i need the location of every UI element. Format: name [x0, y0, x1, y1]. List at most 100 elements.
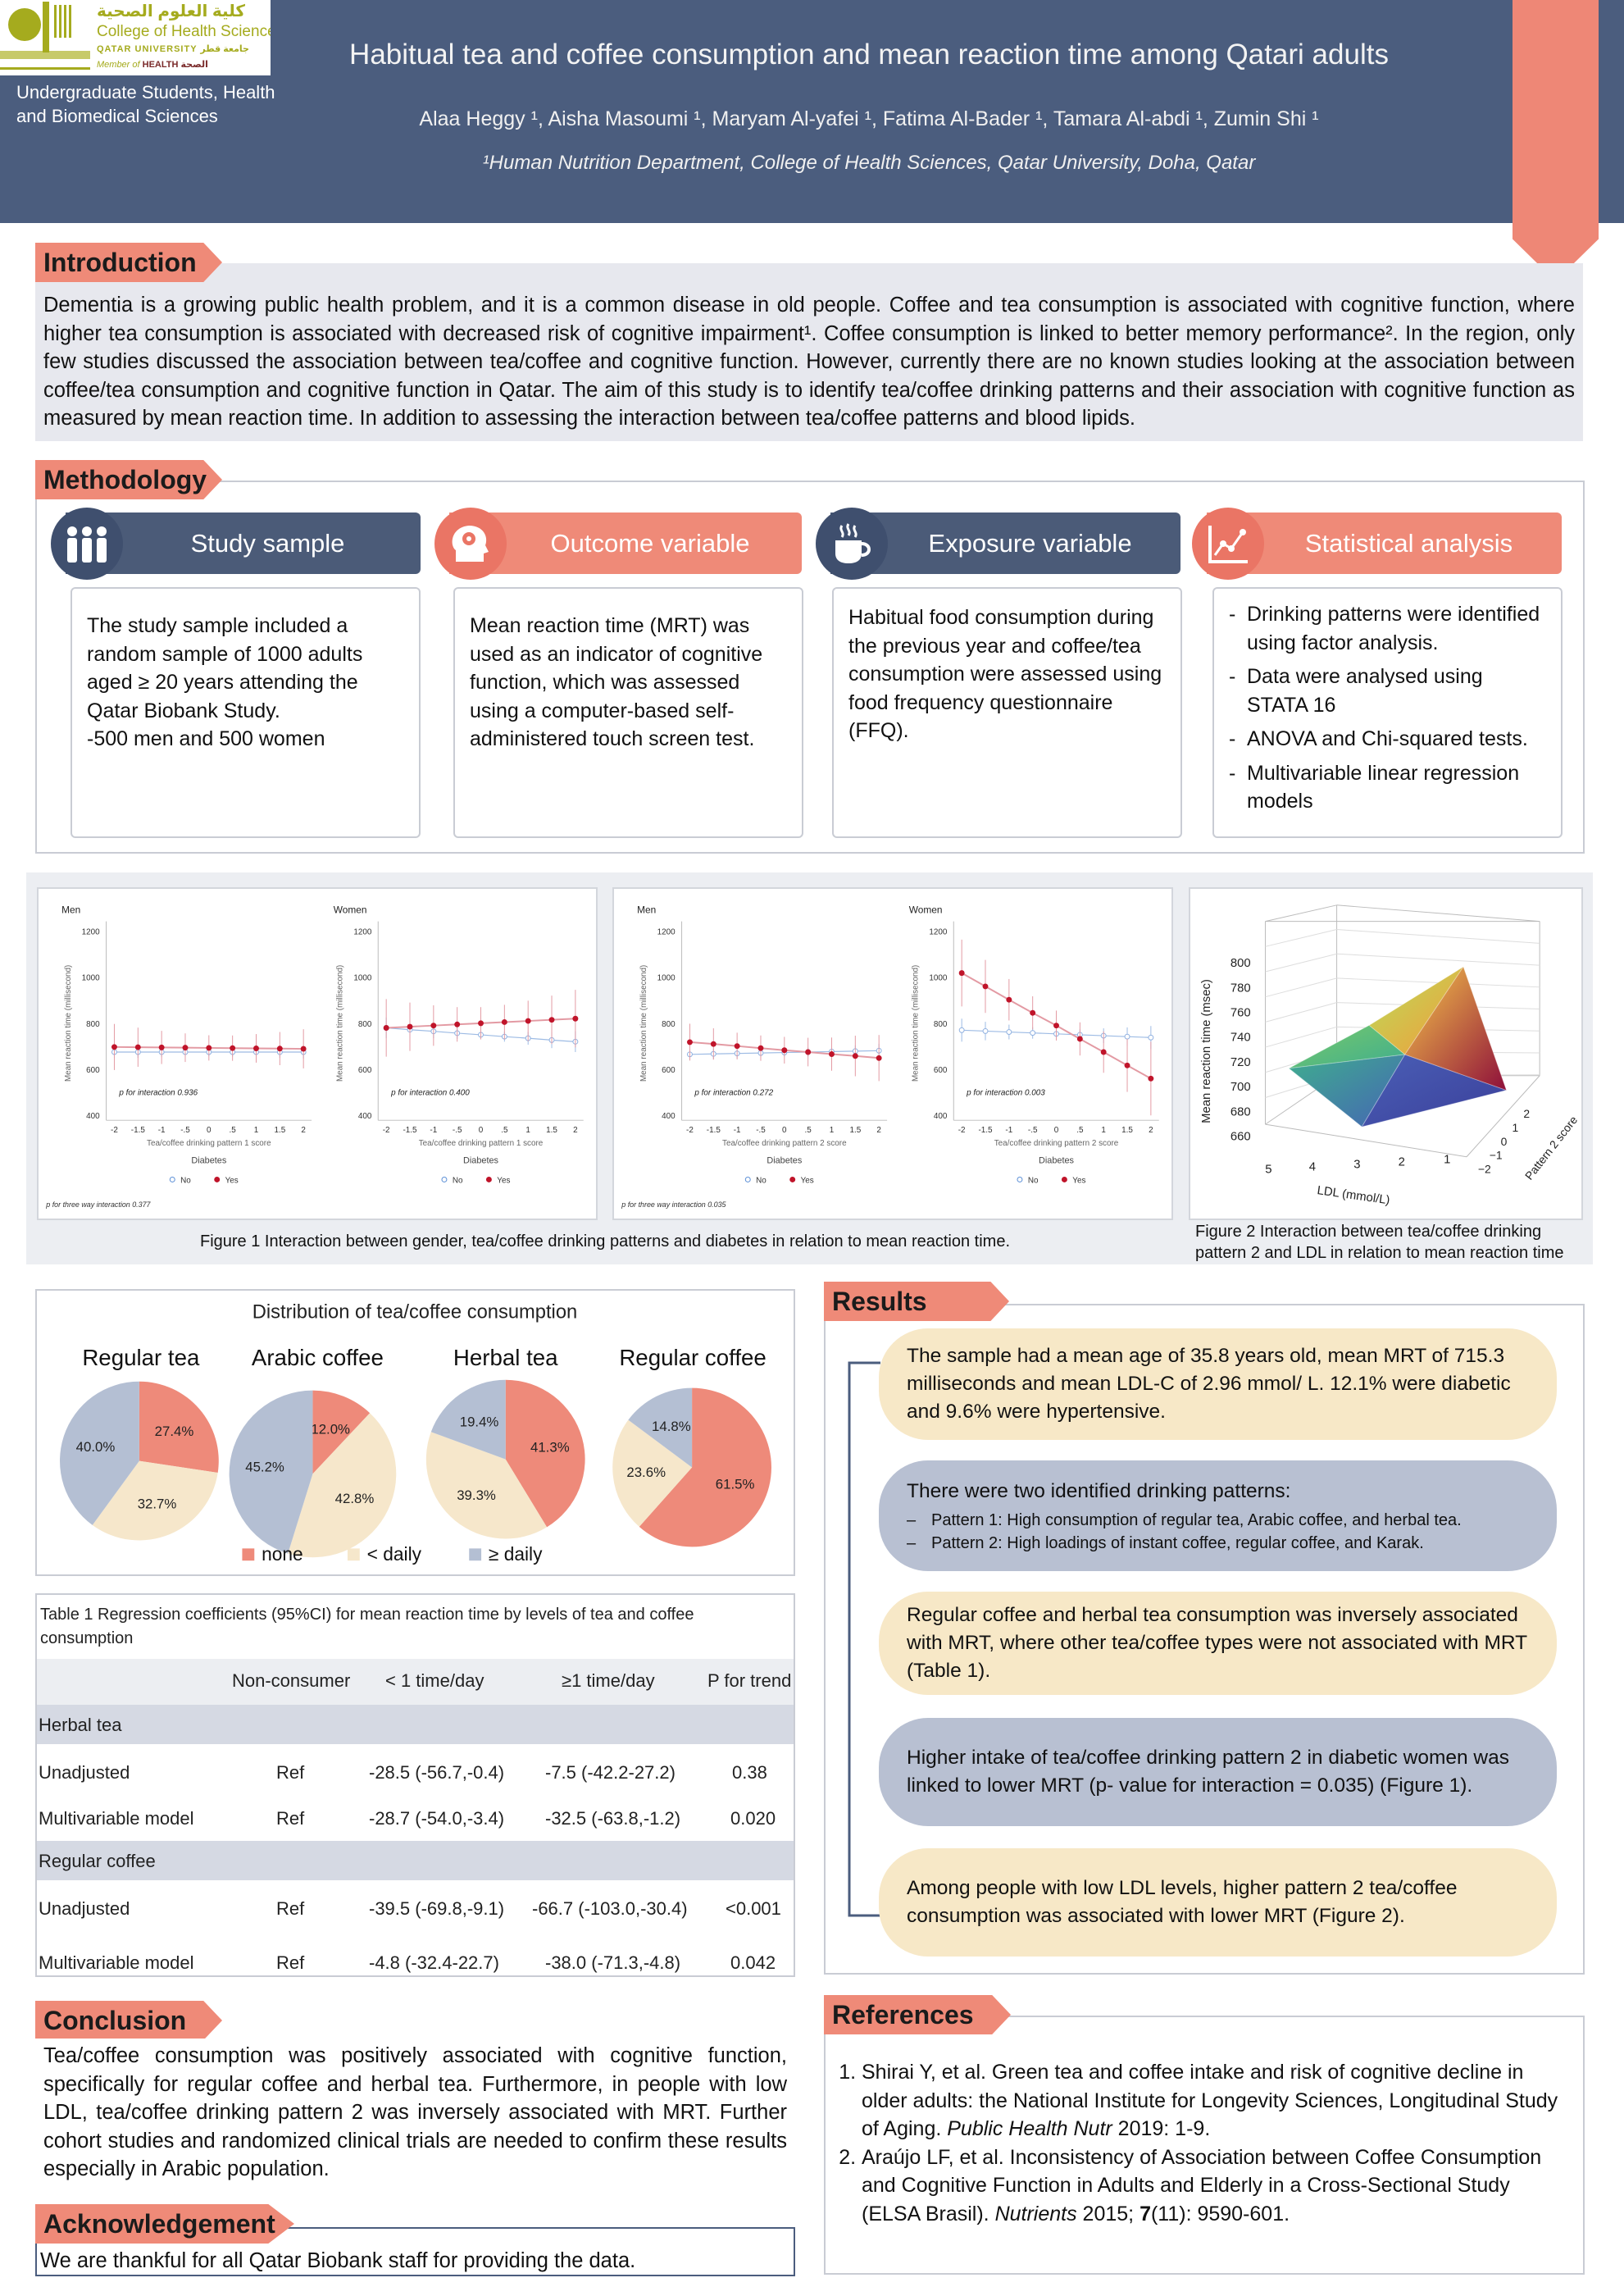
subplot-title: Women: [334, 904, 367, 916]
result-item: Among people with low LDL levels, higher…: [879, 1848, 1557, 1957]
y-tick-label: 0: [1501, 1135, 1508, 1148]
legend-yes-label: Yes: [1072, 1176, 1085, 1185]
y-tick-label: 400: [662, 1112, 676, 1121]
x-tick-label: -.5: [1028, 1126, 1038, 1135]
grid-line: [1336, 953, 1540, 966]
pie-data-label: 12.0%: [311, 1421, 350, 1437]
logo-arabic-text: كلية العلوم الصحية: [97, 2, 245, 20]
pie-data-label: 45.2%: [245, 1459, 284, 1474]
legend-no-label: No: [453, 1176, 463, 1185]
x-tick-label: -1.5: [978, 1126, 993, 1135]
line-chart-icon: [1192, 508, 1264, 580]
z-tick-label: 780: [1231, 982, 1251, 995]
pie-slice: [229, 1390, 313, 1554]
data-point-yes: [111, 1044, 117, 1050]
data-point-yes: [572, 1015, 579, 1022]
data-point-yes: [958, 970, 965, 977]
legend-yes-marker: [1061, 1177, 1067, 1182]
data-point-yes: [876, 1055, 882, 1061]
logo-english-text: College of Health Sciences: [97, 23, 271, 40]
result-item: Regular coffee and herbal tea consumptio…: [879, 1592, 1557, 1695]
result-item: There were two identified drinking patte…: [879, 1460, 1557, 1571]
cell: -32.5 (-63.8,-1.2): [545, 1808, 681, 1829]
data-point-yes: [276, 1046, 283, 1052]
result-item: Higher intake of tea/coffee drinking pat…: [879, 1718, 1557, 1826]
y-tick-label: 400: [358, 1112, 372, 1121]
data-point-yes: [253, 1046, 259, 1051]
x-axis-label: Tea/coffee drinking pattern 1 score: [419, 1139, 544, 1148]
pie-title: Herbal tea: [453, 1345, 558, 1370]
data-point-yes: [1124, 1062, 1130, 1068]
x-tick-label: 1: [525, 1126, 530, 1135]
legend-title: Diabetes: [767, 1156, 802, 1166]
x-tick-label: 5: [1265, 1164, 1271, 1177]
y-tick-label: 1200: [353, 927, 372, 936]
legend-label: ≥ daily: [489, 1543, 543, 1565]
y-tick-label: 1200: [929, 927, 948, 936]
legend-yes-label: Yes: [497, 1176, 510, 1185]
data-point-yes: [478, 1020, 484, 1027]
x-tick-label: -1: [430, 1126, 437, 1135]
pie-slice: [505, 1379, 585, 1528]
data-point-no: [1124, 1033, 1130, 1040]
logo-emblem-icon: [0, 2, 90, 70]
legend-title: Diabetes: [191, 1156, 226, 1166]
y-axis-label: Mean reaction time (millisecond): [912, 965, 921, 1082]
col-header: ≥1 time/day: [562, 1670, 655, 1691]
x-tick-label: 1: [1101, 1126, 1106, 1135]
cell: <0.001: [726, 1898, 781, 1919]
data-point-no: [958, 1027, 965, 1033]
pie-slice: [92, 1460, 218, 1541]
regression-table: Table 1 Regression coefficients (95%CI) …: [35, 1593, 795, 1977]
card-body: The study sample included a random sampl…: [71, 587, 421, 838]
x-tick-label: 1.5: [546, 1126, 557, 1135]
y-tick-label: 800: [358, 1020, 372, 1029]
results-bracket: [848, 1361, 880, 1917]
x-tick-label: .5: [805, 1126, 812, 1135]
cell: 0.020: [730, 1808, 776, 1829]
ref-volume: 7: [1140, 2202, 1151, 2225]
x-tick-label: 2: [1149, 1126, 1153, 1135]
references-heading: References: [824, 1995, 1011, 2034]
figure2-surface-chart: 800 780 760 740 720 700 680 660 Mean reaction ti…: [1200, 904, 1580, 1207]
data-point-yes: [383, 1025, 389, 1031]
z-tick-label: 740: [1231, 1032, 1251, 1045]
data-point-no: [1148, 1034, 1154, 1041]
y-tick-label: 1000: [82, 974, 101, 983]
grid-line: [1265, 977, 1337, 998]
z-tick-label: 800: [1231, 957, 1251, 970]
y-tick-label: 800: [934, 1020, 948, 1029]
legend-no-label: No: [756, 1176, 767, 1185]
p-interaction-label: p for interaction 0.003: [966, 1088, 1045, 1097]
data-point-yes: [1076, 1036, 1083, 1042]
y-tick-label: 800: [662, 1020, 676, 1029]
figure2-caption-line2: pattern 2 and LDL in relation to mean re…: [1195, 1244, 1564, 1262]
x-tick-label: -2: [958, 1126, 966, 1135]
y-tick-label: 2: [1523, 1107, 1530, 1120]
data-point-yes: [1006, 996, 1012, 1003]
data-point-yes: [781, 1047, 788, 1054]
data-point-yes: [852, 1053, 858, 1059]
data-point-yes: [757, 1045, 764, 1051]
member-brand: HEALTH الصحة: [142, 60, 208, 70]
x-tick-label: .5: [230, 1126, 237, 1135]
x-tick-label: 0: [207, 1126, 212, 1135]
legend-no-marker: [1017, 1177, 1023, 1182]
y-tick-label: 1000: [353, 974, 372, 983]
y-tick-label: 600: [358, 1066, 372, 1075]
table-header-row: Non-consumer < 1 time/day ≥1 time/day P …: [37, 1659, 794, 1705]
poster-title: Habitual tea and coffee consumption and …: [349, 39, 1389, 71]
logo-university-text: QATAR UNIVERSITY جامعة قطر: [97, 44, 249, 54]
member-prefix: Member of: [97, 60, 140, 70]
data-point-yes: [548, 1017, 555, 1023]
authors: Alaa Heggy ¹, Aisha Masoumi ¹, Maryam Al…: [419, 107, 1319, 130]
y-tick-label: 400: [934, 1112, 948, 1121]
x-tick-label: 4: [1309, 1161, 1316, 1174]
result-text: There were two identified drinking patte…: [907, 1479, 1291, 1502]
data-point-yes: [501, 1018, 507, 1025]
pie-data-label: 42.8%: [335, 1491, 375, 1506]
grid-line: [1265, 1002, 1337, 1023]
cell: -4.8 (-32.4-22.7): [369, 1952, 499, 1973]
